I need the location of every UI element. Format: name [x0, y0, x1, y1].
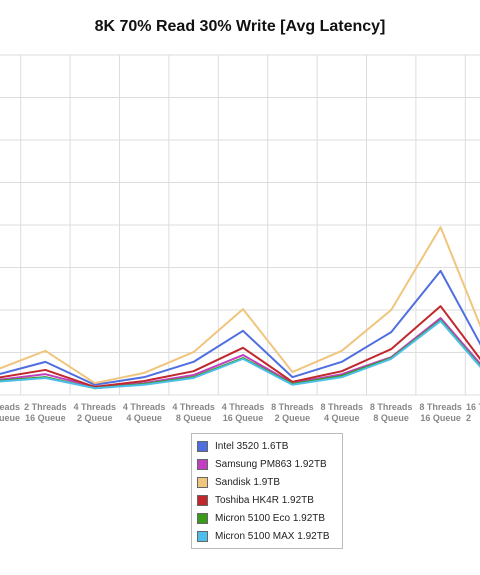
legend-swatch: [197, 440, 208, 452]
legend-swatch: [197, 458, 208, 470]
x-tick-label: 4 Threads 16 Queue: [221, 402, 265, 423]
chart-title: 8K 70% Read 30% Write [Avg Latency]: [94, 18, 386, 35]
legend-label: Toshiba HK4R 1.92TB: [215, 494, 314, 506]
x-tick-label: 4 Threads 2 Queue: [73, 402, 117, 423]
legend-label: Sandisk 1.9TB: [215, 476, 281, 488]
legend-label: Intel 3520 1.6TB: [215, 440, 289, 452]
x-tick-label: 8 Threads 4 Queue: [320, 402, 364, 423]
legend-entry: Sandisk 1.9TB: [192, 473, 342, 491]
legend-label: Micron 5100 Eco 1.92TB: [215, 512, 326, 524]
legend-entry: Micron 5100 Eco 1.92TB: [192, 509, 342, 527]
legend-swatch: [197, 476, 208, 488]
legend-entry: Micron 5100 MAX 1.92TB: [192, 527, 342, 545]
series-line: [0, 319, 480, 390]
x-tick-label: 2 Threads 16 Queue: [24, 402, 67, 423]
legend-label: Micron 5100 MAX 1.92TB: [215, 530, 330, 542]
series-line: [0, 305, 480, 388]
series-line: [0, 269, 480, 386]
legend: Intel 3520 1.6TB Samsung PM863 1.92TB Sand…: [191, 433, 343, 549]
legend-entry: Samsung PM863 1.92TB: [192, 455, 342, 473]
x-tick-label: 4 Threads 4 Queue: [122, 402, 166, 423]
x-tick-label: 8 Threads 8 Queue: [369, 402, 413, 423]
x-tick-label: reads ueue: [0, 402, 20, 423]
series-line: [0, 226, 480, 385]
legend-swatch: [197, 530, 208, 542]
legend-swatch: [197, 512, 208, 524]
x-tick-label: 4 Threads 8 Queue: [172, 402, 215, 423]
x-tick-label: 8 Threads 2 Queue: [271, 402, 314, 423]
series-line: [0, 320, 480, 390]
series-line: [0, 317, 480, 388]
x-tick-label: 16 T 2: [466, 402, 480, 423]
legend-entry: Intel 3520 1.6TB: [192, 437, 342, 455]
x-tick-label: 8 Threads 16 Queue: [419, 402, 462, 423]
legend-swatch: [197, 494, 208, 506]
legend-entry: Toshiba HK4R 1.92TB: [192, 491, 342, 509]
legend-label: Samsung PM863 1.92TB: [215, 458, 327, 470]
